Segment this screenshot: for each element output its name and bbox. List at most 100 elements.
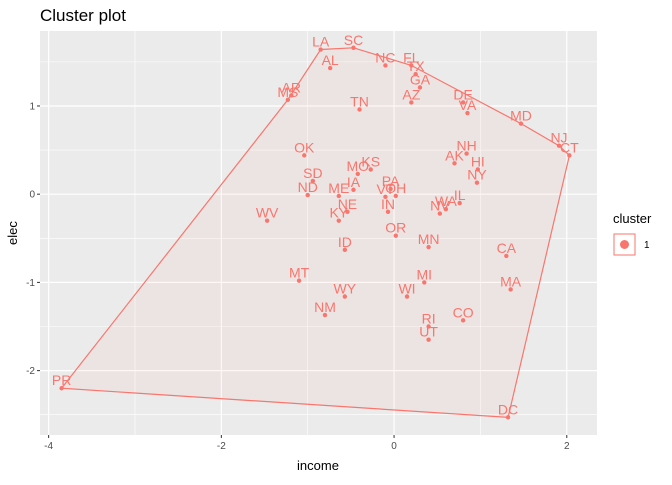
data-point-ms — [285, 97, 291, 103]
point-label-wv: WV — [256, 205, 279, 221]
data-point-ny — [474, 180, 480, 185]
point-label-in: IN — [381, 196, 395, 212]
point-label-ia: IA — [347, 174, 361, 190]
data-point-il — [457, 200, 462, 206]
x-tick-label: -2 — [217, 441, 226, 452]
data-point-nj — [556, 143, 562, 148]
point-label-or: OR — [385, 220, 406, 236]
point-label-mt: MT — [289, 265, 310, 281]
data-point-va — [465, 110, 470, 116]
point-label-nc: NC — [375, 49, 395, 65]
point-label-ct: CT — [560, 139, 579, 155]
data-point-oh — [393, 193, 398, 199]
legend: cluster 1 — [613, 211, 652, 256]
data-point-ut — [426, 337, 431, 342]
point-label-tn: TN — [350, 94, 369, 110]
data-point-mn — [426, 244, 431, 250]
data-point-ma — [508, 287, 513, 292]
point-label-ca: CA — [497, 240, 517, 256]
point-label-ms: MS — [277, 84, 298, 100]
data-point-dc — [505, 415, 511, 420]
point-label-ks: KS — [361, 153, 380, 169]
data-point-in — [385, 209, 391, 215]
data-point-nv — [437, 211, 443, 216]
data-point-wi — [404, 294, 410, 299]
data-point-mi — [422, 280, 427, 285]
point-label-nm: NM — [314, 299, 336, 315]
point-label-fl: FL — [403, 49, 420, 65]
y-tick-label: -1 — [26, 278, 35, 289]
data-point-wv — [264, 218, 270, 223]
point-label-id: ID — [338, 234, 352, 250]
point-label-hi: HI — [471, 153, 485, 169]
y-tick-label: 1 — [29, 101, 35, 112]
data-point-de — [460, 100, 466, 105]
point-label-ky: KY — [329, 205, 348, 221]
point-label-dc: DC — [498, 401, 518, 417]
data-point-ok — [302, 153, 307, 158]
data-point-sd — [310, 178, 316, 184]
point-label-ma: MA — [500, 273, 522, 289]
legend-title: cluster — [613, 211, 652, 226]
data-point-pa — [388, 186, 393, 192]
data-point-nm — [322, 312, 328, 318]
data-point-tx — [413, 72, 418, 77]
cluster-hull-layer — [60, 47, 571, 419]
major-gridlines — [40, 31, 597, 435]
point-label-mi: MI — [417, 266, 433, 282]
point-label-md: MD — [510, 108, 532, 124]
data-point-id — [342, 247, 348, 252]
point-label-il: IL — [454, 187, 466, 203]
data-point-wy — [342, 294, 348, 299]
data-point-az — [409, 100, 414, 105]
x-tick-label: 0 — [391, 441, 397, 452]
data-point-fl — [409, 63, 414, 68]
x-tick-label: 2 — [564, 441, 570, 452]
point-label-ak: AK — [445, 147, 464, 163]
point-label-az: AZ — [402, 86, 420, 102]
point-label-ar: AR — [282, 79, 301, 95]
point-label-vt: VT — [376, 181, 394, 197]
point-label-pr: PR — [52, 372, 71, 388]
point-label-sc: SC — [344, 32, 363, 48]
data-point-ct — [567, 153, 572, 158]
x-axis-title: income — [297, 458, 339, 473]
point-label-ga: GA — [410, 71, 431, 87]
point-label-ok: OK — [294, 139, 315, 155]
point-label-wi: WI — [398, 281, 415, 297]
data-point-nc — [383, 63, 388, 68]
point-label-ny: NY — [467, 167, 487, 183]
data-point-tn — [357, 107, 362, 112]
point-label-oh: OH — [385, 180, 406, 196]
point-label-ri: RI — [422, 311, 436, 327]
point-label-la: LA — [312, 34, 330, 50]
data-point-sc — [351, 45, 356, 50]
data-point-la — [318, 47, 323, 52]
legend-entry-label: 1 — [644, 240, 650, 251]
data-point-vt — [383, 194, 388, 200]
data-point-pr — [59, 386, 64, 391]
data-point-al — [327, 65, 333, 71]
point-label-mn: MN — [418, 231, 440, 247]
data-point-ca — [504, 253, 509, 259]
point-label-de: DE — [453, 86, 472, 102]
data-point-hi — [475, 167, 481, 172]
cluster-points-layer — [59, 45, 572, 420]
data-point-nh — [464, 151, 469, 156]
point-label-nd: ND — [298, 179, 318, 195]
minor-gridlines — [40, 31, 597, 435]
data-point-nd — [305, 192, 310, 198]
point-label-tx: TX — [407, 58, 426, 74]
data-point-ks — [368, 167, 373, 172]
data-point-mt — [296, 278, 302, 283]
data-point-ky — [336, 218, 341, 223]
point-label-nh: NH — [456, 138, 476, 154]
point-label-me: ME — [328, 180, 349, 196]
data-point-wa — [443, 206, 449, 212]
y-axis: -2 -1 0 1 — [26, 101, 40, 377]
point-label-mo: MO — [347, 158, 370, 174]
data-point-mo — [355, 171, 360, 177]
